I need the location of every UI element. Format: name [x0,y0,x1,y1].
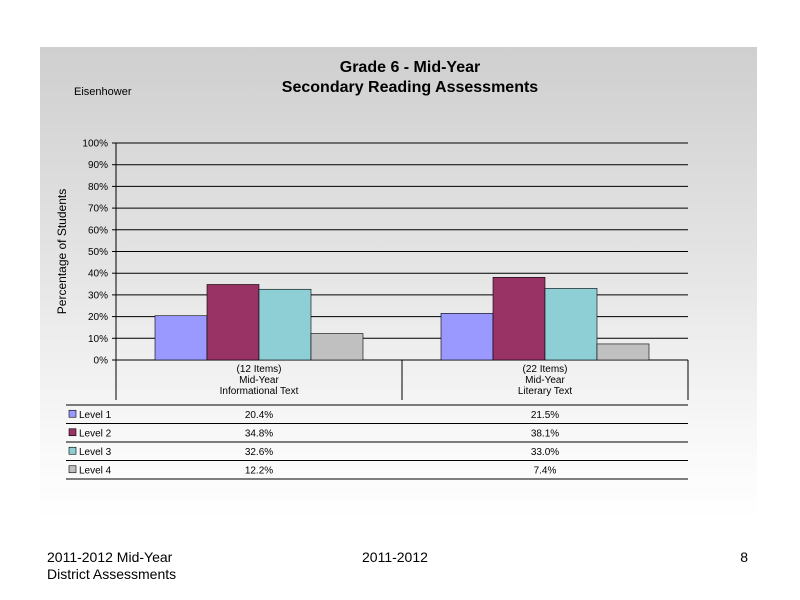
y-tick-label: 0% [94,356,109,367]
y-tick-label: 50% [88,247,108,258]
legend-swatch [68,465,77,474]
data-table-cell: 20.4% [245,410,273,421]
bar-chart: Grade 6 - Mid-Year Secondary Reading Asse… [55,59,689,480]
legend-label: Level 4 [79,465,112,476]
data-table-cell: 38.1% [531,428,559,439]
legend-label: Level 1 [79,410,112,421]
bar-level-3 [544,288,598,361]
y-tick-label: 20% [88,312,108,323]
chart-title-line-2: Secondary Reading Assessments [282,79,539,96]
data-table-cell: 32.6% [245,447,273,458]
bar-level-2 [206,284,260,361]
category-label: Literary Text [518,386,573,397]
data-table-cell: 7.4% [534,465,557,476]
footer-left: 2011-2012 Mid-Year District Assessments [47,549,176,583]
y-axis-title: Percentage of Students [55,189,69,314]
category-label: Informational Text [220,386,299,397]
footer-center: 2011-2012 [362,549,428,565]
y-tick-label: 90% [88,160,108,171]
chart-panel: Grade 6 - Mid-Year Secondary Reading Asse… [40,47,757,520]
category-label: (22 Items) [522,364,567,375]
y-tick-label: 80% [88,182,108,193]
bar-level-3 [258,288,312,361]
data-table-cell: 21.5% [531,410,559,421]
data-table-cell: 33.0% [531,447,559,458]
school-label: Eisenhower [74,86,132,98]
bar-level-1 [154,315,208,361]
data-table-cell: 12.2% [245,465,273,476]
footer-left-line1: 2011-2012 Mid-Year [47,549,173,565]
bar-level-2 [492,277,546,361]
legend-label: Level 2 [79,428,112,439]
data-table-cell: 34.8% [245,428,273,439]
footer-left-line2: District Assessments [47,566,177,582]
category-label: (12 Items) [236,364,281,375]
y-tick-label: 30% [88,290,108,301]
legend-swatch [68,409,77,418]
bar-level-1 [440,313,494,361]
legend-label: Level 3 [79,447,112,458]
y-tick-label: 70% [88,204,108,215]
legend-swatch [68,428,77,437]
category-label: Mid-Year [525,375,565,386]
y-tick-label: 60% [88,225,108,236]
category-label: Mid-Year [239,375,279,386]
page-number: 8 [740,549,748,565]
bar-level-4 [596,343,650,361]
legend-swatch [68,446,77,455]
y-tick-label: 10% [88,334,108,345]
chart-title-line-1: Grade 6 - Mid-Year [340,59,481,76]
bar-level-4 [310,333,364,361]
y-tick-label: 100% [82,139,108,150]
y-tick-label: 40% [88,269,108,280]
